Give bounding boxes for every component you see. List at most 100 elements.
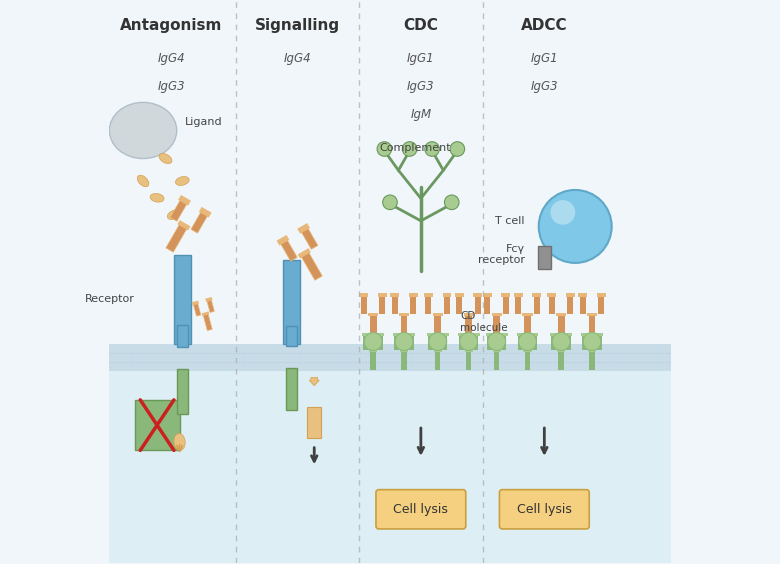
Bar xyxy=(578,293,587,297)
Bar xyxy=(484,297,491,314)
Bar xyxy=(550,333,557,336)
Bar xyxy=(589,316,595,339)
Circle shape xyxy=(377,142,392,156)
Bar xyxy=(433,313,443,316)
Bar xyxy=(458,333,465,336)
Bar xyxy=(491,313,502,316)
Circle shape xyxy=(445,195,459,210)
Ellipse shape xyxy=(109,103,177,158)
Bar xyxy=(408,333,415,336)
Bar xyxy=(549,297,555,314)
Bar xyxy=(109,344,671,563)
Circle shape xyxy=(551,200,575,225)
Text: IgG1: IgG1 xyxy=(407,52,434,65)
Bar xyxy=(516,297,521,314)
Bar xyxy=(298,248,311,258)
Bar xyxy=(434,349,441,351)
Text: Antagonism: Antagonism xyxy=(120,18,222,33)
Bar xyxy=(483,293,492,297)
Bar xyxy=(565,333,572,336)
Bar xyxy=(444,297,450,314)
Bar xyxy=(503,297,509,314)
Bar xyxy=(380,297,385,314)
Text: CD
molecule: CD molecule xyxy=(460,311,508,333)
Bar xyxy=(410,297,417,314)
Bar xyxy=(392,297,398,314)
Bar xyxy=(378,293,387,297)
Bar xyxy=(538,246,551,268)
Ellipse shape xyxy=(174,434,185,450)
Bar xyxy=(428,336,433,350)
Bar xyxy=(596,333,603,336)
Bar xyxy=(473,333,480,336)
Bar xyxy=(533,336,537,350)
Text: Cell lysis: Cell lysis xyxy=(393,503,448,516)
Bar xyxy=(558,316,565,339)
Bar xyxy=(409,336,414,350)
Bar xyxy=(401,316,407,339)
Bar xyxy=(409,293,418,297)
Bar xyxy=(201,311,209,316)
Bar xyxy=(558,351,564,370)
Bar xyxy=(548,293,556,297)
Bar xyxy=(523,349,531,351)
Bar xyxy=(399,313,409,316)
Bar xyxy=(581,333,588,336)
Bar xyxy=(514,293,523,297)
Bar xyxy=(583,336,587,350)
Bar xyxy=(300,227,318,249)
Bar xyxy=(566,336,571,350)
Bar xyxy=(177,325,188,347)
Circle shape xyxy=(429,333,447,350)
Bar xyxy=(493,349,501,351)
Text: IgG4: IgG4 xyxy=(284,52,311,65)
Bar xyxy=(566,293,575,297)
Circle shape xyxy=(450,142,465,156)
Bar xyxy=(283,260,300,344)
Bar xyxy=(199,207,211,218)
Bar xyxy=(494,351,499,370)
Bar xyxy=(502,293,510,297)
Bar xyxy=(300,251,322,280)
Text: Signalling: Signalling xyxy=(255,18,340,33)
Bar xyxy=(370,351,376,370)
Bar xyxy=(523,313,533,316)
Bar xyxy=(177,220,190,231)
Circle shape xyxy=(459,333,477,350)
Ellipse shape xyxy=(159,153,172,164)
Bar xyxy=(280,239,297,261)
Bar xyxy=(363,336,368,350)
Circle shape xyxy=(402,142,417,156)
Text: IgM: IgM xyxy=(410,108,431,121)
Bar xyxy=(455,293,464,297)
Text: IgG4: IgG4 xyxy=(158,52,185,65)
Bar xyxy=(597,336,602,350)
Bar xyxy=(362,333,369,336)
Ellipse shape xyxy=(137,175,149,187)
Bar xyxy=(135,400,179,451)
Bar xyxy=(524,316,531,339)
Bar xyxy=(297,223,310,233)
Bar xyxy=(402,351,406,370)
Ellipse shape xyxy=(150,193,164,202)
Bar xyxy=(459,336,463,350)
Bar xyxy=(501,333,508,336)
Bar xyxy=(393,333,400,336)
Bar xyxy=(193,303,200,316)
Bar xyxy=(434,316,441,339)
Text: IgG1: IgG1 xyxy=(530,52,558,65)
Text: Receptor: Receptor xyxy=(85,294,135,305)
Circle shape xyxy=(383,195,397,210)
Bar xyxy=(109,344,671,371)
Bar xyxy=(493,316,500,339)
Bar xyxy=(465,349,473,351)
Bar xyxy=(205,297,212,302)
Text: IgG3: IgG3 xyxy=(530,80,558,93)
Bar xyxy=(456,297,463,314)
Bar xyxy=(597,293,606,297)
Circle shape xyxy=(552,333,570,350)
Bar xyxy=(551,336,556,350)
Circle shape xyxy=(395,333,413,350)
FancyBboxPatch shape xyxy=(499,490,589,529)
Text: IgG3: IgG3 xyxy=(407,80,434,93)
